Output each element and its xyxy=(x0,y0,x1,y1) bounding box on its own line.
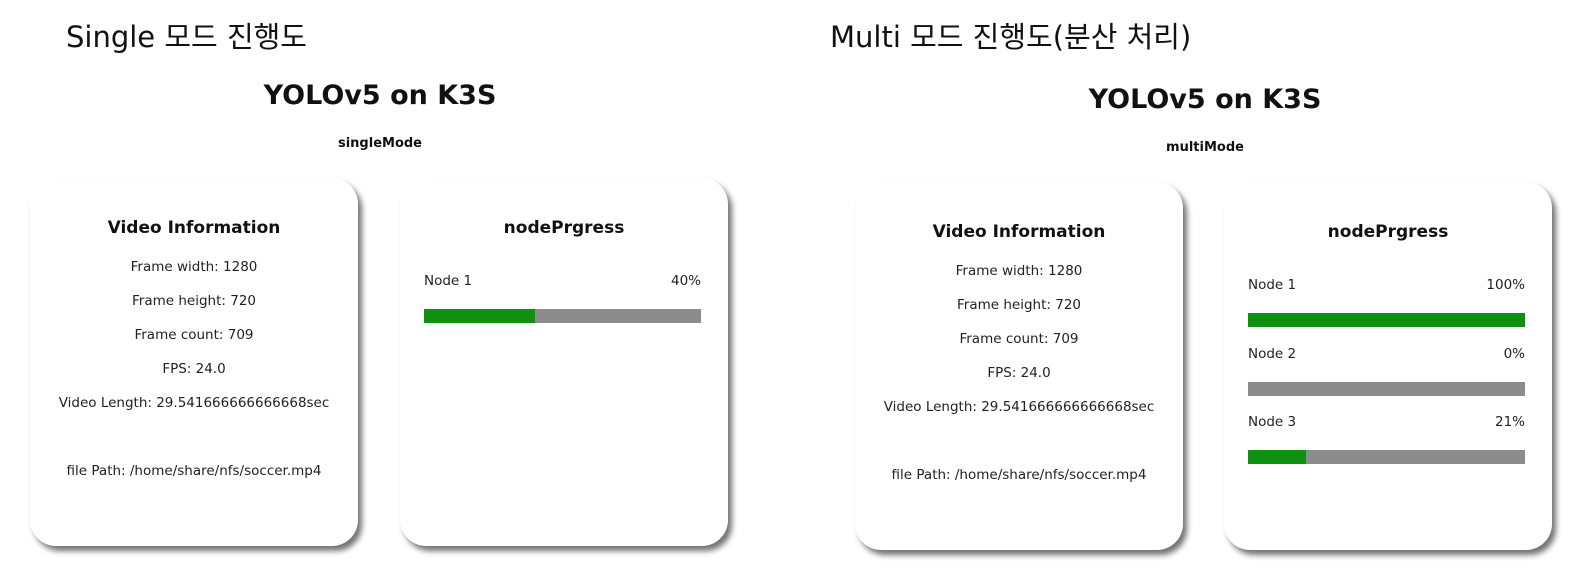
node-progress-title: nodePrgress xyxy=(503,218,625,238)
video-information-title: Video Information xyxy=(932,222,1106,242)
progress-bar-fill xyxy=(424,309,535,323)
app-title: YOLOv5 on K3S xyxy=(263,80,497,111)
video-length: Video Length: 29.541666666666668sec xyxy=(883,399,1155,415)
frame-width: Frame width: 1280 xyxy=(130,259,258,275)
frame-count: Frame count: 709 xyxy=(134,327,254,343)
node-percent: 21% xyxy=(1494,414,1525,430)
node-label: Node 1 xyxy=(1248,277,1297,293)
node-progress-card: nodePrgress Node 1 40% xyxy=(400,178,728,546)
node-percent: 0% xyxy=(1503,346,1525,362)
mode-label: singleMode xyxy=(337,136,423,151)
file-path: file Path: /home/share/nfs/soccer.mp4 xyxy=(66,463,322,479)
video-length: Video Length: 29.541666666666668sec xyxy=(58,395,330,411)
frame-width: Frame width: 1280 xyxy=(955,263,1083,279)
file-path: file Path: /home/share/nfs/soccer.mp4 xyxy=(891,467,1147,483)
multi-mode-panel: YOLOv5 on K3S multiMode Video Informatio… xyxy=(800,0,1572,586)
node-percent: 40% xyxy=(670,273,701,289)
frame-count: Frame count: 709 xyxy=(959,331,1079,347)
progress-bar-track xyxy=(424,309,701,323)
frame-height: Frame height: 720 xyxy=(957,297,1081,313)
node-percent: 100% xyxy=(1486,277,1525,293)
node-progress-title: nodePrgress xyxy=(1327,222,1449,242)
video-information-card: Video Information Frame width: 1280 Fram… xyxy=(855,182,1183,550)
multi-mode-caption: Multi 모드 진행도(분산 처리) xyxy=(830,20,1192,54)
mode-label: multiMode xyxy=(1166,140,1244,155)
node-label: Node 3 xyxy=(1248,414,1297,430)
frame-height: Frame height: 720 xyxy=(132,293,256,309)
single-mode-panel: YOLOv5 on K3S singleMode Video Informati… xyxy=(0,0,760,586)
progress-bar-fill xyxy=(1248,450,1307,464)
progress-bar-track xyxy=(1248,382,1525,396)
app-title: YOLOv5 on K3S xyxy=(1088,84,1322,115)
video-information-title: Video Information xyxy=(107,218,281,238)
fps: FPS: 24.0 xyxy=(162,361,226,377)
video-information-card: Video Information Frame width: 1280 Fram… xyxy=(30,178,358,546)
node-label: Node 1 xyxy=(424,273,473,289)
fps: FPS: 24.0 xyxy=(987,365,1051,381)
progress-bar-track xyxy=(1248,450,1525,464)
node-progress-card: nodePrgress Node 1 100% Node 2 0% Node 3… xyxy=(1224,182,1552,550)
progress-bar-fill xyxy=(1248,313,1525,327)
progress-bar-track xyxy=(1248,313,1525,327)
node-label: Node 2 xyxy=(1248,346,1297,362)
single-mode-caption: Single 모드 진행도 xyxy=(66,20,307,54)
